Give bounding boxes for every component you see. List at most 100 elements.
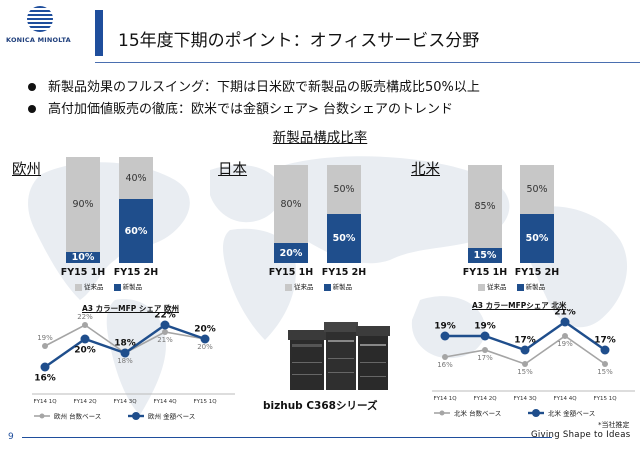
- legend-marker: [532, 409, 540, 417]
- bar-segment-old: 50%: [327, 165, 361, 214]
- bar-label: FY15 1H: [462, 267, 508, 278]
- data-label: 17%: [594, 336, 616, 346]
- printer-product-image: [288, 322, 390, 390]
- legend-label: 北米 金額ベース: [548, 409, 595, 418]
- page-title: 15年度下期のポイント：オフィスサービス分野: [118, 31, 480, 51]
- x-tick-label: FY14 1Q: [433, 396, 457, 402]
- bar-label: FY15 2H: [514, 267, 560, 278]
- bar-legend: 従来品 新製品: [478, 281, 545, 291]
- data-label: 16%: [437, 361, 453, 369]
- data-point: [482, 347, 488, 353]
- data-point: [120, 348, 130, 358]
- data-point: [42, 343, 48, 349]
- data-point: [520, 345, 530, 355]
- bullet-dot-icon: [28, 82, 36, 91]
- bar-label: FY15 1H: [60, 267, 106, 278]
- footer-divider: [22, 437, 552, 438]
- legend-label: 欧州 台数ベース: [54, 412, 101, 421]
- data-point: [562, 333, 568, 339]
- legend-swatch-old: [75, 283, 82, 291]
- data-label: 18%: [114, 339, 136, 349]
- x-tick-label: FY15 1Q: [593, 396, 617, 402]
- title-accent-bar: [95, 10, 103, 56]
- bar-legend: 従来品 新製品: [285, 281, 352, 291]
- data-point: [80, 334, 90, 344]
- x-tick-label: FY14 4Q: [153, 399, 177, 405]
- bar-segment-old: 80%: [274, 165, 308, 244]
- data-point: [560, 317, 570, 327]
- data-label: 21%: [157, 336, 173, 344]
- bar-label: FY15 2H: [113, 267, 159, 278]
- bar-segment-new: 10%: [66, 252, 100, 263]
- data-label: 17%: [477, 354, 493, 362]
- data-label: 19%: [434, 322, 456, 332]
- page-number: 9: [8, 432, 14, 442]
- bar-label: FY15 2H: [321, 267, 367, 278]
- bar-legend: 従来品 新製品: [75, 281, 142, 291]
- share-chart-title-europe: A3 カラーMFP シェア 欧州: [82, 304, 179, 313]
- data-point: [82, 322, 88, 328]
- legend-swatch-new: [516, 283, 524, 291]
- bar-japan-1h: 80% 20%: [274, 165, 308, 263]
- bullet-item: 高付加価値販売の徹底：欧米では金額シェア> 台数シェアのトレンド: [28, 98, 453, 117]
- data-label: 17%: [514, 336, 536, 346]
- bar-segment-new: 15%: [468, 248, 502, 263]
- legend-swatch-old: [478, 283, 485, 291]
- region-label-europe: 欧州: [12, 162, 41, 178]
- bar-segment-old: 90%: [66, 157, 100, 252]
- data-point: [162, 329, 168, 335]
- data-label: 15%: [597, 368, 613, 376]
- product-name: bizhub C368シリーズ: [263, 400, 378, 412]
- data-point: [440, 331, 450, 341]
- data-label: 19%: [474, 322, 496, 332]
- data-label: 16%: [34, 374, 56, 384]
- legend-label: 北米 台数ベース: [454, 409, 501, 418]
- legend-swatch-old: [285, 283, 292, 291]
- x-tick-label: FY14 1Q: [33, 399, 57, 405]
- data-label: 20%: [74, 346, 96, 356]
- bar-na-2h: 50% 50%: [520, 165, 554, 263]
- konica-minolta-globe-logo: [27, 6, 53, 32]
- legend-swatch-new: [323, 283, 331, 291]
- bar-segment-old: 85%: [468, 165, 502, 249]
- bar-europe-1h: 90% 10%: [66, 157, 100, 263]
- title-divider: [95, 62, 640, 63]
- estimate-note: *当社推定: [598, 421, 630, 429]
- data-label: 22%: [154, 312, 176, 321]
- bar-europe-2h: 40% 60%: [119, 157, 153, 263]
- bar-japan-2h: 50% 50%: [327, 165, 361, 263]
- data-point: [480, 331, 490, 341]
- data-label: 19%: [557, 340, 573, 348]
- x-tick-label: FY14 3Q: [513, 396, 537, 402]
- bullet-dot-icon: [28, 104, 36, 113]
- data-point: [602, 361, 608, 367]
- data-point: [160, 320, 170, 330]
- data-label: 21%: [554, 309, 576, 318]
- data-label: 22%: [77, 313, 93, 321]
- line-chart-north-america: FY14 1Q FY14 2Q FY14 3Q FY14 4Q FY15 1Q 16% 17…: [432, 309, 635, 418]
- share-chart-title-north-america: A3 カラーMFPシェア 北米: [472, 301, 567, 310]
- x-tick-label: FY15 1Q: [193, 399, 217, 405]
- data-label: 20%: [197, 343, 213, 351]
- data-label: 18%: [117, 357, 133, 365]
- bar-segment-new: 50%: [520, 214, 554, 263]
- data-label: 20%: [194, 325, 216, 335]
- region-label-north-america: 北米: [411, 162, 440, 178]
- x-tick-label: FY14 4Q: [553, 396, 577, 402]
- data-point: [200, 334, 210, 344]
- bar-segment-new: 60%: [119, 199, 153, 263]
- data-point: [600, 345, 610, 355]
- data-label: 15%: [517, 368, 533, 376]
- bar-label: FY15 1H: [268, 267, 314, 278]
- bar-segment-old: 40%: [119, 157, 153, 200]
- line-chart-europe: FY14 1Q FY14 2Q FY14 3Q FY14 4Q FY15 1Q 19% 22…: [32, 312, 235, 421]
- bar-segment-new: 20%: [274, 243, 308, 263]
- data-point: [522, 361, 528, 367]
- bar-segment-new: 50%: [327, 214, 361, 263]
- section-subtitle: 新製品構成比率: [272, 130, 368, 146]
- legend-marker: [439, 410, 445, 416]
- x-tick-label: FY14 2Q: [73, 399, 97, 405]
- legend-label: 欧州 金額ベース: [148, 412, 195, 421]
- data-point: [40, 362, 50, 372]
- region-label-japan: 日本: [218, 162, 247, 178]
